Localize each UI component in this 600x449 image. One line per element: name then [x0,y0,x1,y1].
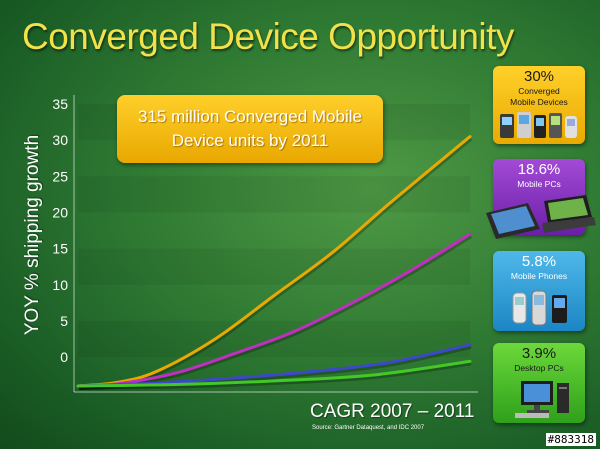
card-percent: 3.9% [521,345,557,362]
chart-lines [76,135,473,390]
series-line-1 [76,232,472,388]
source-note: Source: Gartner Dataquest, and IDC 2007 [312,425,425,431]
series-line-3 [76,359,472,388]
desktop-icon [515,381,569,418]
y-axis-label: YOY % shipping growth [22,134,43,336]
callout-line-2: Device units by 2011 [171,131,329,150]
card-label: Mobile Phones [510,271,568,281]
card-mobile-phones: 5.8% Mobile Phones [493,251,585,331]
phone-icon [512,290,567,326]
y-tick-label: 15 [52,241,68,257]
y-tick-label: 20 [52,204,68,220]
card-label: Mobile PCs [517,179,561,189]
card-label: Converged [518,86,560,96]
card-percent: 30% [523,68,555,85]
laptop-icon [486,195,596,239]
y-tick-label: 5 [60,313,68,329]
card-converged-mobile: 30% Converged Mobile Devices [493,66,585,144]
series-line-shadow [78,361,472,390]
slide-title: Converged Device Opportunity [22,16,514,57]
units-callout: 315 million Converged Mobile Device unit… [117,95,383,163]
card-percent: 5.8% [521,253,557,270]
card-desktop-pcs: 3.9% Desktop PCs [493,343,585,423]
y-tick-label: 25 [52,168,68,184]
chart-band [78,248,470,285]
image-id-watermark: #883318 [545,433,596,446]
card-label-2: Mobile Devices [510,97,568,107]
y-tick-label: 0 [60,349,68,365]
y-tick-label: 10 [52,277,68,293]
card-label: Desktop PCs [514,363,564,373]
series-line-0 [76,135,472,388]
chart-ticks: 0 5 10 15 20 25 30 35 [52,96,68,365]
series-line-2 [76,343,472,388]
y-tick-label: 35 [52,96,68,112]
card-percent: 18.6% [517,161,561,178]
callout-line-1: 315 million Converged Mobile [138,107,362,126]
mobile-devices-icon [500,112,577,138]
chart-band [78,176,470,213]
x-axis-label: CAGR 2007 – 2011 [310,401,475,422]
y-tick-label: 30 [52,132,68,148]
